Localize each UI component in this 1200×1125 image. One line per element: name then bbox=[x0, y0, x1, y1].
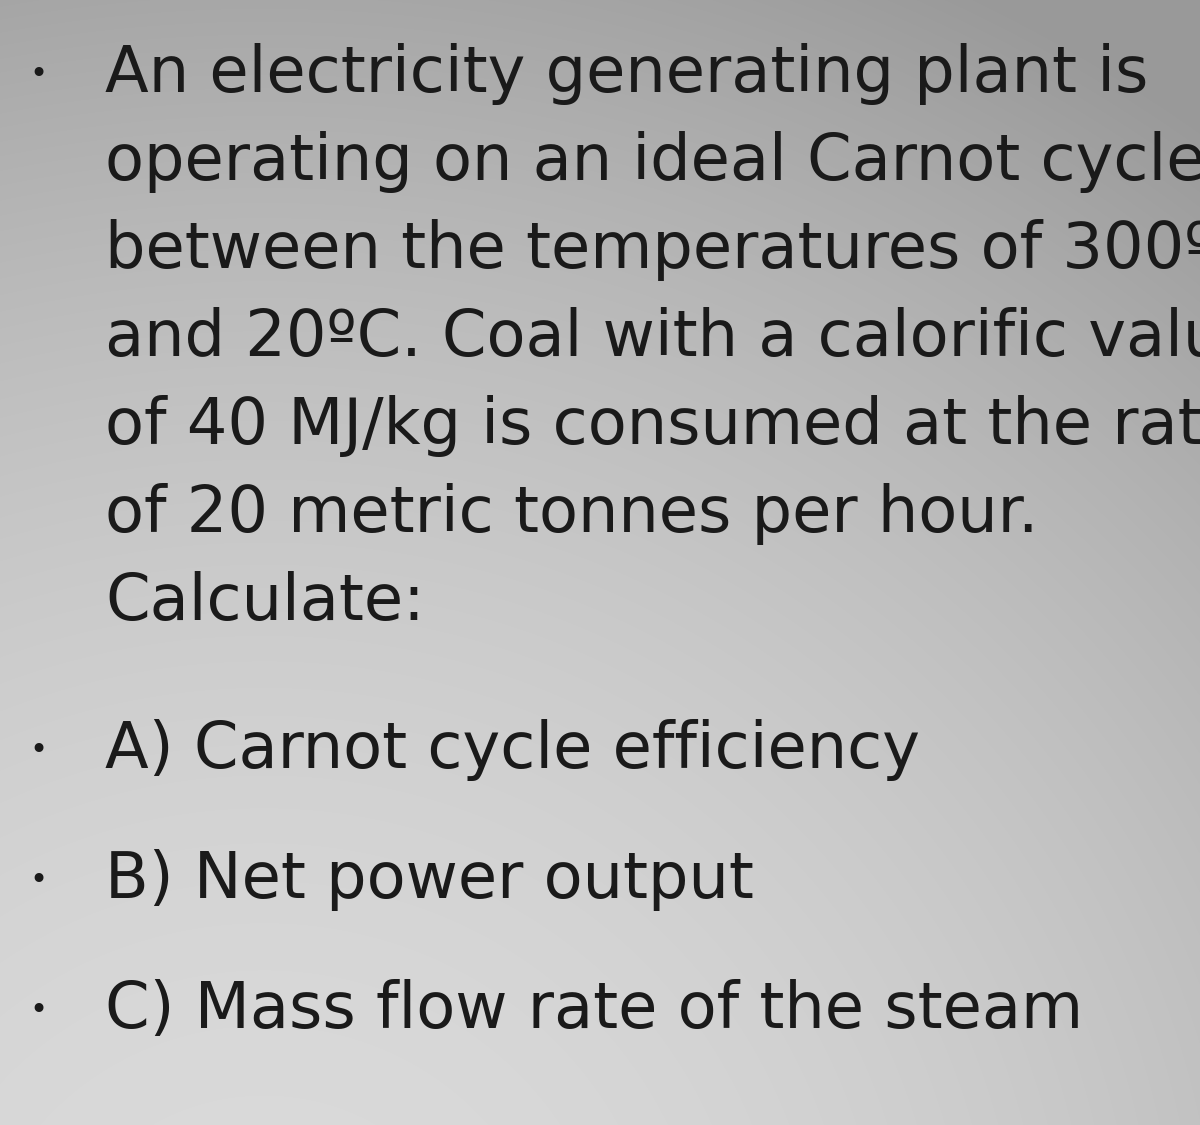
Text: Calculate:: Calculate: bbox=[106, 572, 425, 633]
Text: between the temperatures of 300ºC: between the temperatures of 300ºC bbox=[106, 219, 1200, 281]
Text: •: • bbox=[29, 996, 47, 1025]
Text: •: • bbox=[29, 60, 47, 89]
Text: C) Mass flow rate of the steam: C) Mass flow rate of the steam bbox=[106, 979, 1084, 1041]
Text: •: • bbox=[29, 865, 47, 894]
Text: An electricity generating plant is: An electricity generating plant is bbox=[106, 43, 1148, 105]
Text: •: • bbox=[29, 736, 47, 765]
Text: operating on an ideal Carnot cycle: operating on an ideal Carnot cycle bbox=[106, 130, 1200, 193]
Text: B) Net power output: B) Net power output bbox=[106, 849, 754, 911]
Text: of 40 MJ/kg is consumed at the rate: of 40 MJ/kg is consumed at the rate bbox=[106, 395, 1200, 457]
Text: and 20ºC. Coal with a calorific value: and 20ºC. Coal with a calorific value bbox=[106, 307, 1200, 369]
Text: A) Carnot cycle efficiency: A) Carnot cycle efficiency bbox=[106, 719, 920, 781]
Text: of 20 metric tonnes per hour.: of 20 metric tonnes per hour. bbox=[106, 483, 1038, 544]
